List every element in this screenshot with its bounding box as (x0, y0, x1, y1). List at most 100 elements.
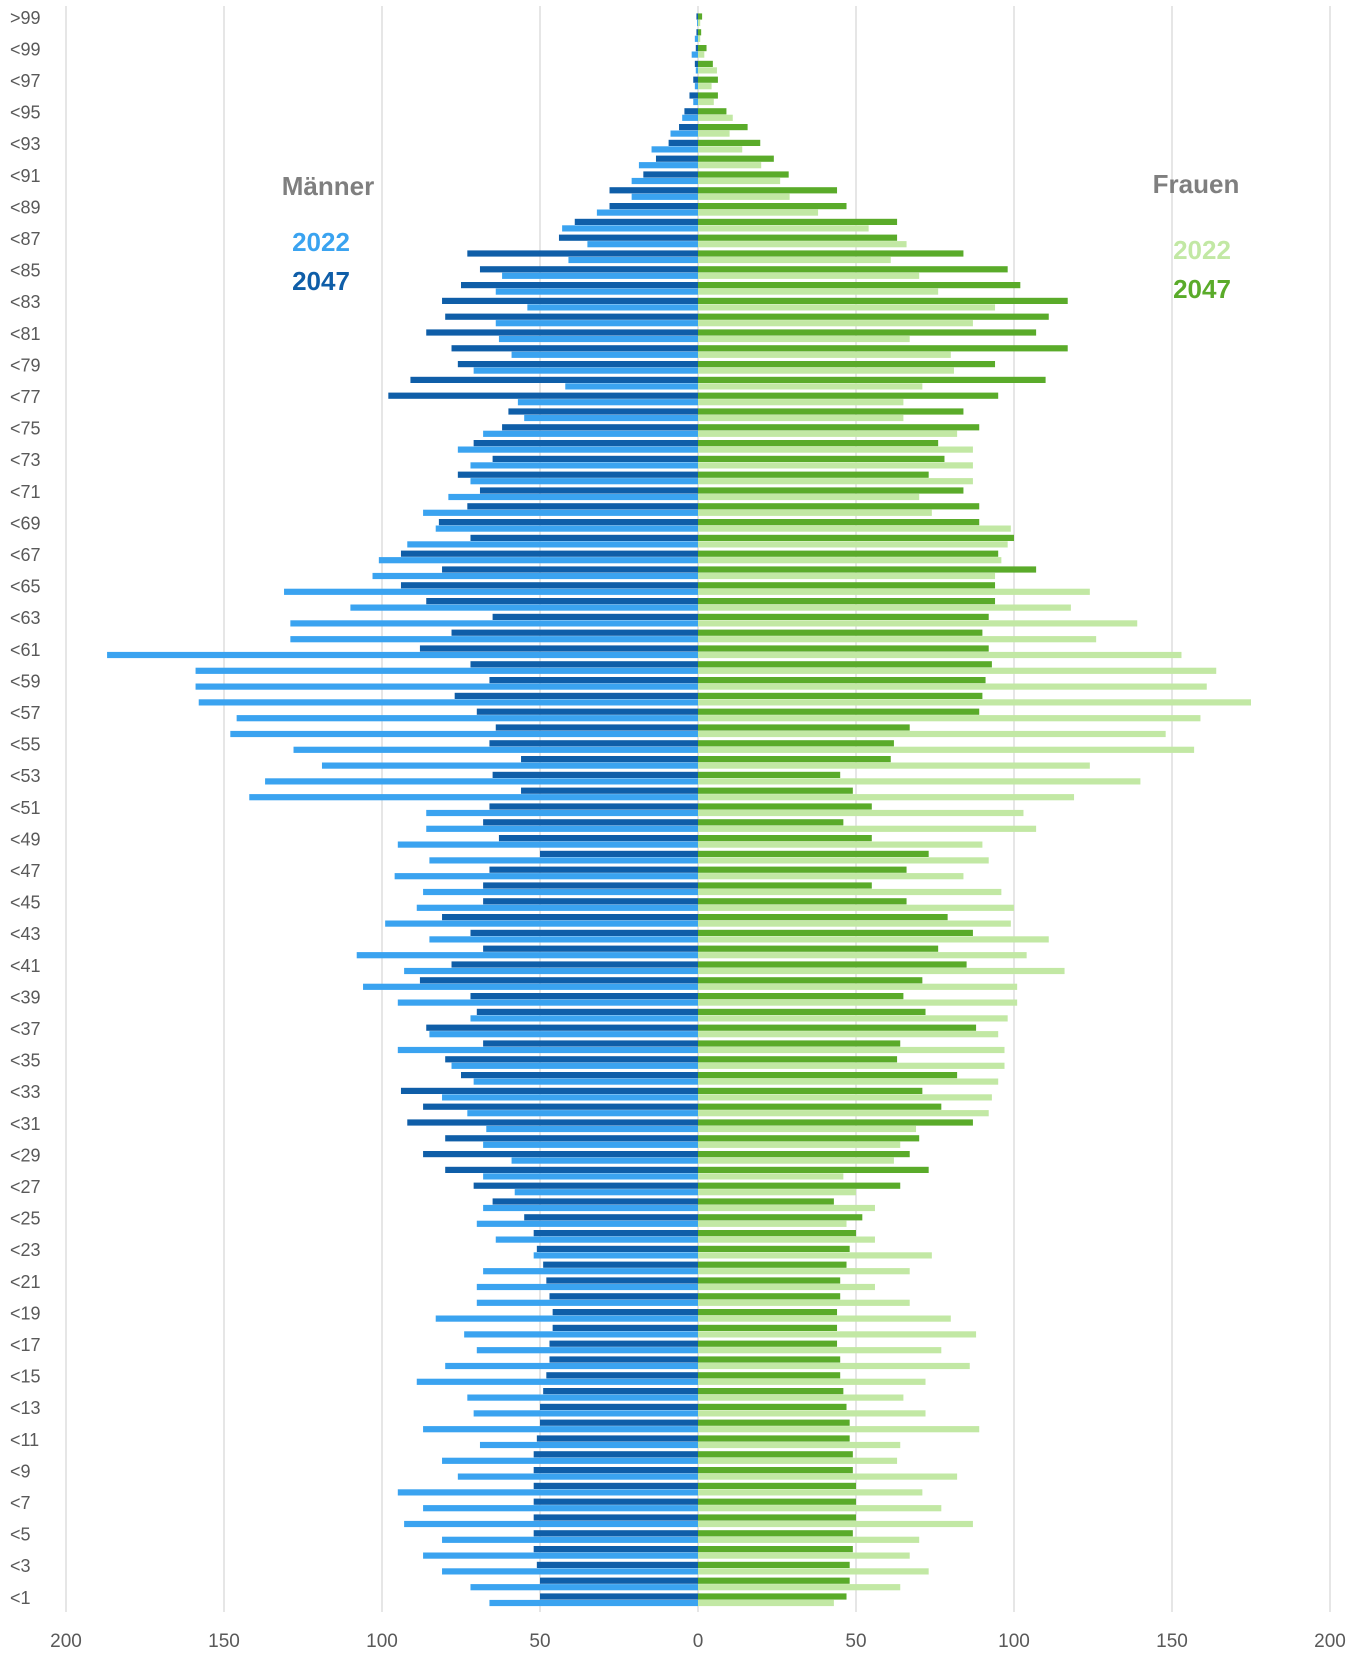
bar (495, 288, 698, 295)
bar (698, 203, 847, 210)
bar (533, 1230, 698, 1237)
bar (435, 1315, 698, 1322)
bar (533, 1530, 698, 1537)
bar (416, 904, 698, 911)
bar (682, 114, 698, 121)
y-tick-label: <89 (10, 197, 41, 217)
bar (698, 740, 894, 747)
bar (476, 708, 698, 715)
bar (698, 771, 841, 778)
bar (698, 914, 948, 921)
y-tick-label: <59 (10, 671, 41, 691)
bar (698, 124, 748, 131)
bar (698, 582, 996, 589)
bar (467, 1394, 698, 1401)
bar (698, 478, 973, 485)
bar (489, 740, 698, 747)
bar (397, 841, 698, 848)
bar (698, 187, 838, 194)
bar (423, 1151, 698, 1158)
bar (195, 683, 698, 690)
bar (698, 256, 891, 264)
bar (502, 272, 698, 279)
bar (451, 629, 698, 636)
bar (419, 645, 698, 652)
bar (698, 1388, 844, 1395)
bar (698, 414, 904, 422)
bar (423, 509, 698, 516)
bar (492, 1198, 698, 1205)
bar (697, 19, 698, 27)
bar (698, 1324, 838, 1331)
bar (587, 241, 698, 248)
bar (698, 762, 1090, 769)
bar (698, 1514, 856, 1521)
bar (486, 1125, 698, 1133)
y-tick-label: <3 (10, 1556, 31, 1576)
y-tick-label: <17 (10, 1335, 41, 1355)
bar (698, 272, 920, 279)
bar (473, 1410, 698, 1417)
bar (698, 1599, 834, 1607)
bar (429, 857, 698, 864)
bar (492, 613, 698, 620)
bar (693, 76, 698, 83)
y-tick-label: <47 (10, 861, 41, 881)
bar (423, 1552, 698, 1559)
bar (549, 1356, 698, 1363)
bar (668, 139, 698, 146)
bar (498, 835, 698, 842)
bar (698, 471, 929, 478)
bar (511, 1157, 698, 1164)
bar (698, 519, 980, 526)
bar (698, 51, 705, 58)
bar (388, 392, 698, 399)
bar (679, 124, 698, 131)
bar (698, 525, 1011, 532)
bar (698, 629, 983, 636)
bar (698, 329, 1037, 336)
bar (574, 218, 698, 225)
bar (698, 588, 1090, 595)
bar (698, 1173, 844, 1180)
bar (698, 1125, 917, 1133)
bar (698, 692, 983, 699)
bar (698, 983, 1018, 990)
bar (694, 35, 698, 42)
bar (698, 241, 907, 248)
bar (540, 1403, 698, 1410)
bar (698, 1198, 834, 1205)
bar (483, 1204, 698, 1212)
y-tick-label: <67 (10, 545, 41, 565)
bar (476, 1299, 698, 1306)
bar (698, 1024, 977, 1031)
bar (470, 1584, 698, 1591)
bar (698, 1252, 932, 1259)
bar (698, 730, 1166, 738)
bar (385, 920, 698, 927)
bar (695, 45, 698, 52)
bar (511, 351, 698, 358)
bar (698, 803, 872, 810)
x-tick-label: 150 (1156, 1631, 1188, 1652)
bar (698, 367, 954, 374)
bar (492, 771, 698, 778)
bar (489, 1599, 698, 1607)
bar (698, 361, 996, 368)
y-tick-label: <15 (10, 1367, 41, 1387)
bar (698, 1062, 1005, 1069)
bar (400, 550, 698, 557)
bar (489, 866, 698, 873)
bar (698, 809, 1024, 817)
bar (698, 873, 964, 880)
bar (698, 139, 761, 146)
bar (698, 977, 923, 984)
bar (540, 1419, 698, 1426)
bar (476, 1283, 698, 1291)
bar (698, 1220, 847, 1227)
bar (698, 351, 951, 358)
bar (698, 288, 939, 295)
bar (698, 1293, 841, 1300)
bar (552, 1309, 698, 1316)
